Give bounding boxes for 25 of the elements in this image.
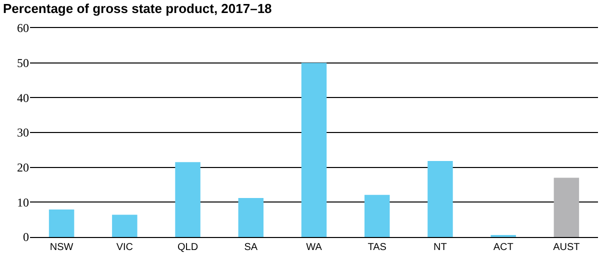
y-tick-label: 10 [17,195,29,210]
bar [112,214,138,237]
y-tick-label: 30 [17,126,29,140]
bar [238,198,264,237]
y-tick-label: 60 [17,21,29,36]
bar [48,209,74,237]
x-tick-label: VIC [116,242,134,253]
x-tick-label: TAS [368,242,387,253]
x-tick-label: ACT [493,242,514,253]
x-tick-label: NT [434,242,447,253]
chart-title: Percentage of gross state product, 2017–18 [3,1,272,16]
x-tick-label: WA [306,242,322,253]
x-tick-label: SA [244,242,258,253]
x-tick-label: QLD [178,242,198,253]
y-tick-label: 50 [17,56,29,70]
bar [301,62,327,237]
bar [364,194,390,237]
y-tick-label: 40 [17,90,29,105]
y-tick-label: 0 [23,230,29,244]
x-tick-label: NSW [50,242,74,253]
bar [554,178,580,237]
y-tick-label: 20 [17,160,29,175]
x-tick-label: AUST [553,242,580,253]
bar [175,162,200,237]
bar [428,161,453,237]
